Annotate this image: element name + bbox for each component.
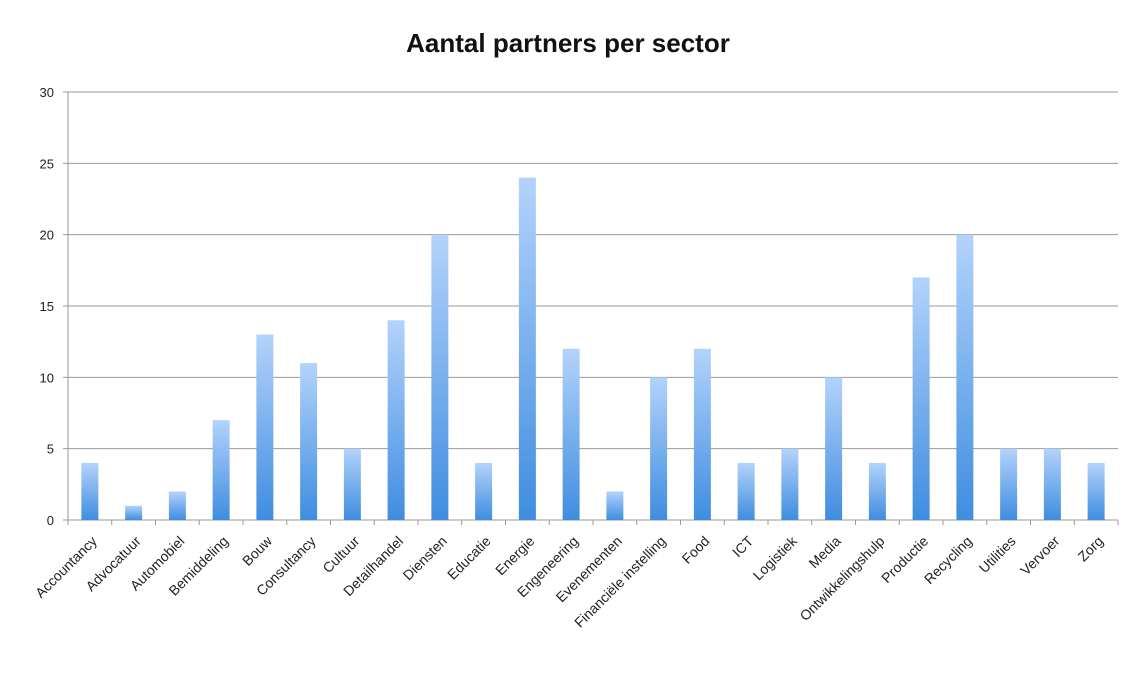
bar	[1087, 462, 1105, 520]
x-tick-label: Bouw	[239, 532, 276, 569]
bar	[737, 462, 755, 520]
bar	[256, 334, 274, 520]
x-tick-label: Zorg	[1075, 533, 1107, 565]
bar	[1000, 448, 1018, 520]
x-tick-label: Recycling	[921, 533, 975, 587]
bar	[825, 377, 843, 520]
axes	[63, 91, 1119, 525]
bar	[956, 234, 974, 520]
bar	[693, 348, 711, 520]
bar	[431, 234, 449, 520]
y-tick-label: 15	[40, 299, 54, 314]
bar	[606, 491, 624, 520]
chart-title: Aantal partners per sector	[406, 28, 730, 58]
bar	[125, 505, 143, 520]
bar	[81, 462, 99, 520]
x-tick-label: Vervoer	[1017, 533, 1063, 579]
bar	[1043, 448, 1061, 520]
gridlines	[68, 91, 1118, 450]
bar	[650, 377, 668, 520]
y-tick-label: 30	[40, 85, 54, 100]
x-tick-label: Cultuur	[319, 533, 362, 576]
y-tick-label: 20	[40, 228, 54, 243]
bar	[343, 448, 361, 520]
x-tick-label: Media	[805, 533, 843, 571]
bar	[781, 448, 799, 520]
x-tick-label: Logistiek	[750, 532, 801, 583]
bar	[168, 491, 186, 520]
bar	[868, 462, 886, 520]
bar	[912, 277, 930, 520]
x-tick-label: Utilities	[976, 533, 1019, 576]
bar	[518, 177, 536, 520]
bar	[387, 320, 405, 520]
x-tick-label: ICT	[729, 532, 757, 560]
bars	[81, 177, 1105, 520]
x-tick-label: Ontwikkelingshulp	[796, 533, 887, 624]
y-tick-label: 5	[47, 442, 54, 457]
bar	[475, 462, 493, 520]
bar	[300, 363, 318, 520]
x-tick-label: Food	[679, 533, 713, 567]
bar	[212, 420, 230, 520]
y-tick-label: 0	[47, 513, 54, 528]
bar	[562, 348, 580, 520]
y-tick-label: 25	[40, 156, 54, 171]
y-tick-label: 10	[40, 370, 54, 385]
x-tick-label: Educatie	[444, 533, 494, 583]
x-tick-label: Diensten	[400, 533, 450, 583]
